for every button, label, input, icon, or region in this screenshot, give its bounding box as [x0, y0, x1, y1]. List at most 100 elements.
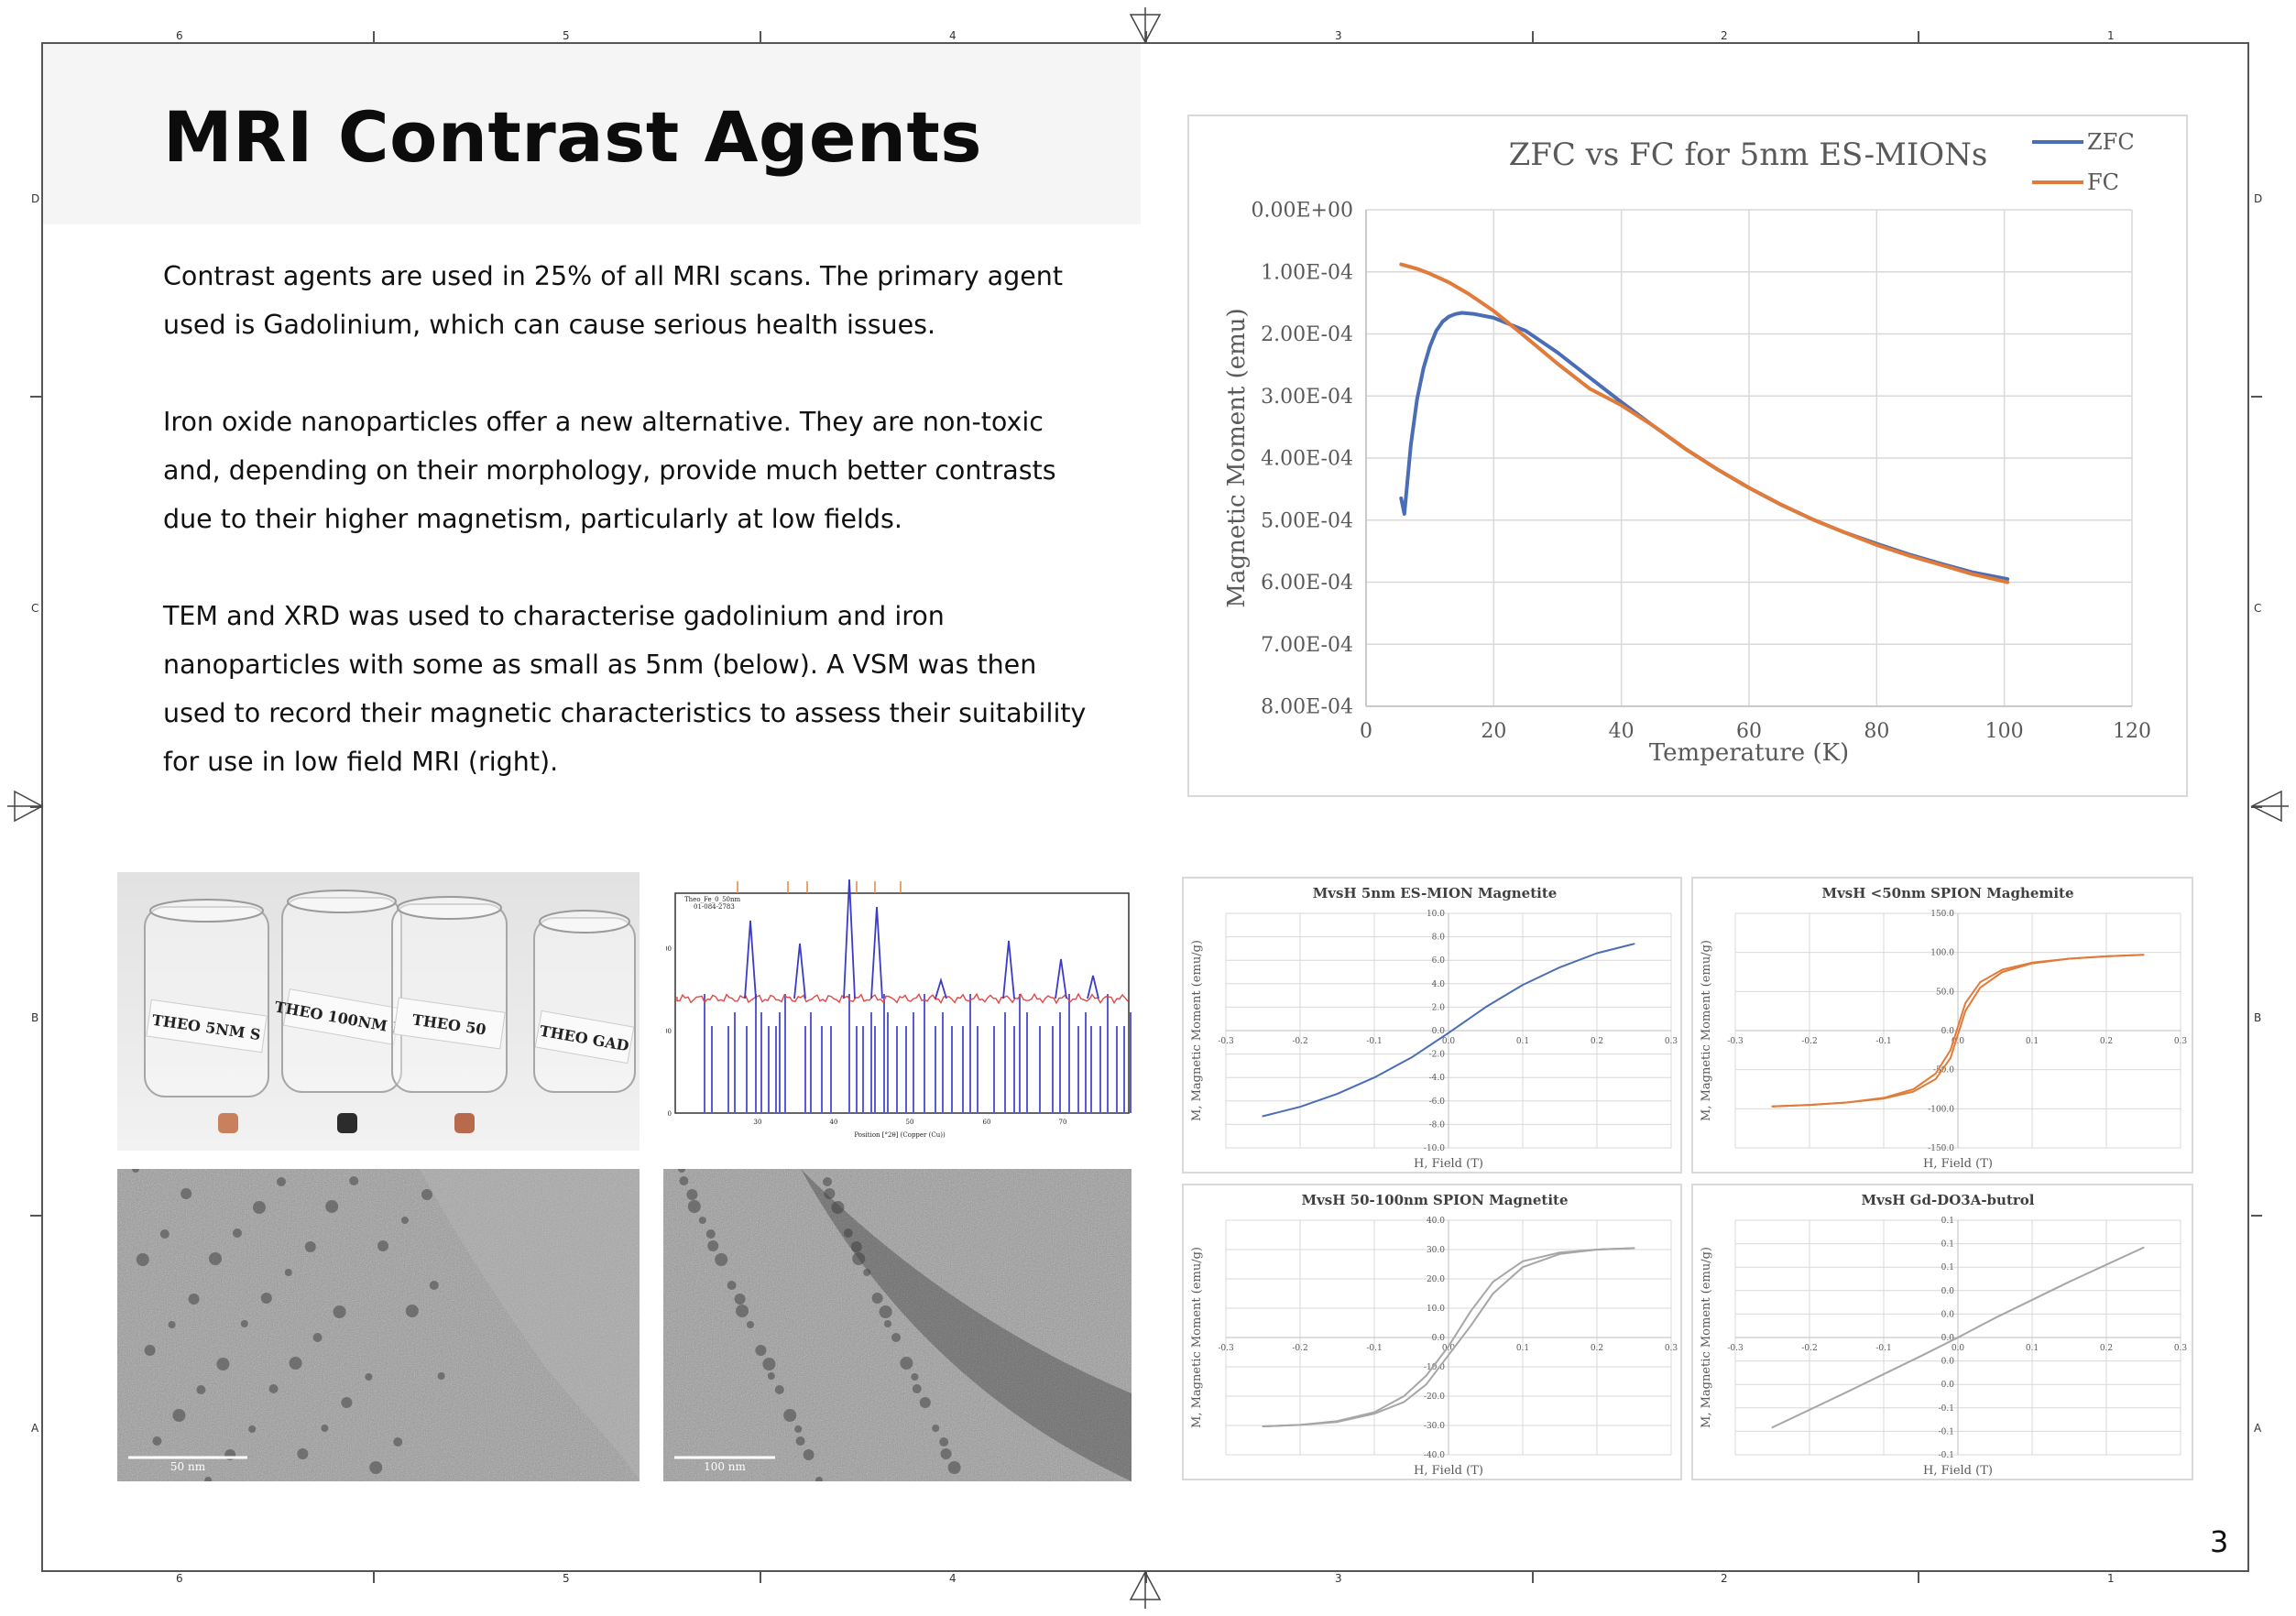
y-tick-label: -30.0	[1424, 1422, 1445, 1431]
y-tick-label: 0.1	[1941, 1263, 1954, 1272]
tem-particle	[277, 1177, 286, 1186]
tem-particle	[304, 1241, 316, 1252]
vials-photo: THEO 5NM S THEO 100NM M THEO 50 THEO GAD	[117, 872, 640, 1151]
xrd-measured-trace	[676, 992, 1129, 1005]
x-tick-label: 0.3	[1665, 1344, 1678, 1353]
tem-particle	[289, 1357, 302, 1370]
chart-title: MvsH 50-100nm SPION Magnetite	[1301, 1192, 1568, 1208]
vials-illustration: THEO 5NM S THEO 100NM M THEO 50 THEO GAD	[144, 890, 636, 1133]
tem-particle	[932, 1425, 940, 1432]
y-axis-label: M, Magnetic Moment (emu/g)	[1190, 1247, 1204, 1428]
y-tick-label: -50.0	[1933, 1066, 1954, 1076]
x-tick-label: -0.3	[1218, 1344, 1234, 1353]
tem-grain-overlay	[117, 1169, 640, 1481]
ruler-tick	[1918, 1572, 1919, 1583]
x-tick-label: 60	[1736, 720, 1762, 743]
y-tick-label: 5.00E-04	[1261, 509, 1353, 532]
page-number: 3	[2210, 1524, 2229, 1559]
ruler-number: 4	[949, 29, 957, 42]
tem-particle	[321, 1425, 329, 1432]
tem-particle	[871, 1293, 883, 1304]
tem-particle	[312, 1333, 323, 1342]
y-tick-label: -0.1	[1939, 1404, 1954, 1414]
ruler-tick	[373, 31, 375, 42]
y-tick-label: 0.1	[1941, 1240, 1954, 1250]
tem-particle	[429, 1281, 439, 1290]
xrd-x-tick: 40	[830, 1119, 838, 1126]
tem-particle	[831, 1201, 845, 1214]
tem-particle	[188, 1294, 200, 1305]
x-tick-label: 0.1	[2026, 1037, 2039, 1046]
x-tick-label: 0.1	[2026, 1344, 2039, 1353]
x-tick-label: 0.0	[1442, 1344, 1456, 1353]
tem-particle	[253, 1201, 266, 1214]
x-tick-label: -0.2	[1801, 1037, 1817, 1046]
title-background	[43, 44, 1141, 224]
tem-particle	[698, 1217, 706, 1224]
sample-pellet	[454, 1113, 475, 1133]
chart-title: MvsH Gd-DO3A-butrol	[1862, 1192, 2035, 1208]
ruler-letter: A	[31, 1422, 39, 1435]
y-tick-label: 4.0	[1432, 980, 1446, 989]
paragraph-3: TEM and XRD was used to characterise gad…	[163, 601, 1087, 777]
ruler-tick	[373, 1572, 375, 1583]
vial-label-sticker	[534, 1010, 635, 1065]
ruler-letter: D	[2254, 192, 2263, 205]
paragraph-2: Iron oxide nanoparticles offer a new alt…	[163, 407, 1056, 534]
mvsh-chart-3-svg: MvsH 50-100nm SPION Magnetite -0.3 -0.2 -0.…	[1190, 1192, 1678, 1478]
x-tick-label: -0.2	[1801, 1344, 1817, 1353]
xrd-x-tick: 60	[983, 1119, 991, 1126]
tem-particle	[204, 1477, 213, 1481]
xrd-y-tick: 2000	[666, 1028, 672, 1035]
tem-particle	[747, 1321, 754, 1328]
y-tick-label: -20.0	[1424, 1392, 1445, 1402]
x-axis-label: Temperature (K)	[1649, 739, 1849, 767]
tem-particle	[767, 1372, 775, 1380]
tem-particle	[405, 1305, 419, 1317]
y-tick-label: 0.0	[1941, 1381, 1955, 1390]
ruler-letter: A	[2254, 1422, 2262, 1435]
tem-particle	[947, 1461, 961, 1474]
legend-label: ZFC	[2087, 129, 2135, 155]
y-tick-label: -4.0	[1429, 1074, 1446, 1083]
x-tick-label: 0.2	[1591, 1037, 1603, 1046]
xrd-peak	[935, 977, 947, 999]
xrd-x-tick: 30	[754, 1119, 762, 1126]
tem-particle	[437, 1372, 445, 1380]
chart-title: MvsH <50nm SPION Maghemite	[1821, 885, 2073, 901]
tem-particle	[736, 1305, 749, 1317]
tem-particle	[843, 1228, 853, 1238]
y-tick-label: 6.0	[1432, 956, 1446, 966]
ruler-tick	[1532, 1572, 1534, 1583]
tem-particle	[850, 1241, 862, 1252]
tem-particle	[136, 1253, 149, 1266]
sample-pellet	[218, 1113, 238, 1133]
y-tick-label: 0.0	[1941, 1027, 1955, 1036]
x-tick-label: 0.3	[1665, 1037, 1678, 1046]
y-tick-label: -10.0	[1424, 1363, 1445, 1372]
tem-grain-overlay	[663, 1169, 1132, 1481]
tem-particle	[824, 1188, 836, 1199]
y-axis-label: M, Magnetic Moment (emu/g)	[1700, 940, 1713, 1121]
x-tick-label: 0.2	[2100, 1037, 2113, 1046]
series-line-zfc	[1399, 311, 2010, 582]
tem-image-right: 100 nm	[663, 1169, 1132, 1481]
mvsh-chart-4: MvsH Gd-DO3A-butrol -0.3 -0.2 -0.1 0.0 0.1 0.2…	[1691, 1184, 2193, 1480]
ruler-number: 6	[176, 1572, 183, 1585]
ruler-number: 1	[2107, 29, 2115, 42]
ruler-tick	[30, 806, 41, 808]
ruler-number: 4	[949, 1572, 957, 1585]
tem-particle	[268, 1384, 279, 1393]
vial	[533, 917, 636, 1093]
ruler-letter: D	[31, 192, 40, 205]
xrd-peak	[870, 906, 883, 999]
y-tick-label: -2.0	[1429, 1051, 1446, 1060]
y-tick-label: 10.0	[1427, 910, 1445, 919]
y-tick-label: -150.0	[1928, 1144, 1954, 1153]
y-tick-label: 0.0	[1941, 1287, 1955, 1296]
tem-particle	[248, 1425, 257, 1433]
tem-particle	[401, 1217, 409, 1224]
ruler-tick	[2251, 396, 2262, 398]
page-title: MRI Contrast Agents	[163, 96, 983, 178]
